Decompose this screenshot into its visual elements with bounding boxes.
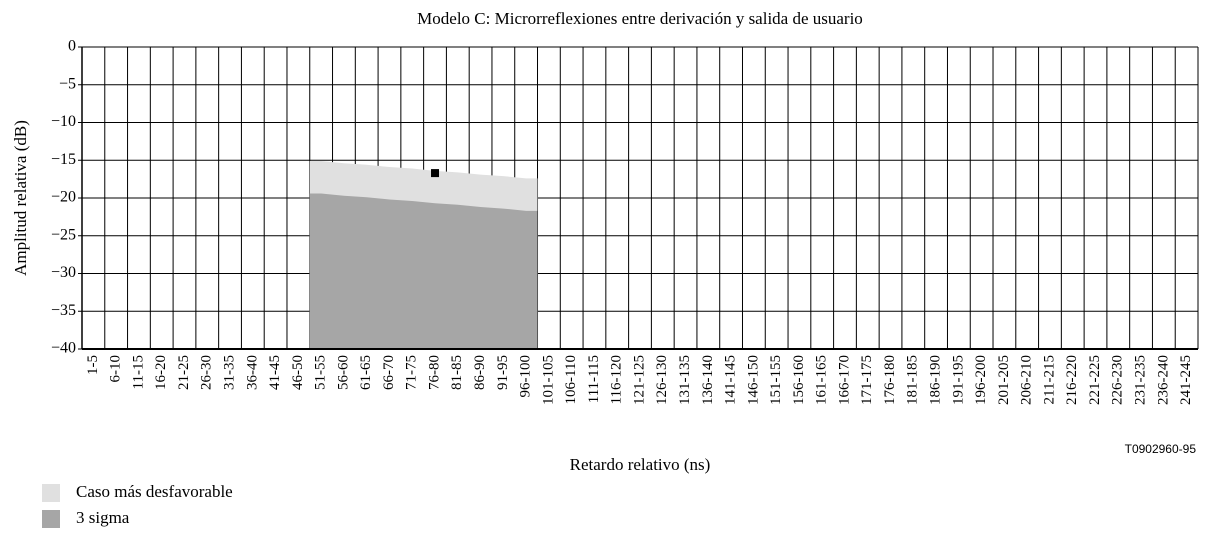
y-tick-label: −35	[51, 302, 76, 319]
legend-swatch	[42, 510, 60, 528]
y-tick-label: 0	[68, 38, 76, 55]
x-tick-label: 106-110	[563, 355, 579, 404]
x-tick-label: 41-45	[267, 355, 283, 390]
x-tick-label: 226-230	[1110, 355, 1126, 405]
x-tick-label: 186-190	[928, 355, 944, 405]
x-tick-label: 236-240	[1155, 355, 1171, 405]
x-tick-label: 201-205	[996, 355, 1012, 405]
x-tick-label: 81-85	[449, 355, 465, 390]
x-tick-label: 66-70	[381, 355, 397, 390]
x-axis-label: Retardo relativo (ns)	[570, 455, 711, 474]
x-tick-label: 136-140	[700, 355, 716, 405]
y-tick-label: −20	[51, 189, 76, 206]
x-tick-label: 31-35	[221, 355, 237, 390]
x-tick-label: 191-195	[950, 355, 966, 405]
x-tick-label: 151-155	[768, 355, 784, 405]
y-axis-label: Amplitud relativa (dB)	[11, 120, 30, 276]
x-tick-label: 206-210	[1019, 355, 1035, 405]
x-tick-label: 61-65	[358, 355, 374, 390]
x-tick-label: 181-185	[905, 355, 921, 405]
x-tick-label: 111-115	[586, 355, 602, 403]
x-tick-label: 216-220	[1064, 355, 1080, 405]
marker	[431, 169, 440, 178]
x-tick-label: 1-5	[85, 355, 101, 375]
x-tick-label: 141-145	[723, 355, 739, 405]
y-tick-label: −40	[51, 340, 76, 357]
legend-swatch	[42, 484, 60, 502]
x-tick-label: 86-90	[472, 355, 488, 390]
y-tick-label: −30	[51, 264, 76, 281]
x-tick-label: 11-15	[130, 355, 146, 389]
x-tick-label: 221-225	[1087, 355, 1103, 405]
y-tick-label: −15	[51, 151, 76, 168]
figure-code: T0902960-95	[1125, 442, 1197, 456]
x-tick-label: 131-135	[677, 355, 693, 405]
x-tick-label: 196-200	[973, 355, 989, 405]
x-tick-label: 21-25	[176, 355, 192, 390]
x-tick-label: 156-160	[791, 355, 807, 405]
x-tick-label: 211-215	[1041, 355, 1057, 404]
x-tick-label: 146-150	[745, 355, 761, 405]
x-tick-label: 121-125	[631, 355, 647, 405]
x-tick-label: 241-245	[1178, 355, 1194, 405]
x-tick-label: 51-55	[313, 355, 329, 390]
x-tick-label: 71-75	[404, 355, 420, 390]
y-tick-label: −10	[51, 113, 76, 130]
area	[309, 193, 538, 349]
x-tick-label: 166-170	[836, 355, 852, 405]
x-tick-label: 176-180	[882, 355, 898, 405]
legend-label: Caso más desfavorable	[76, 482, 233, 501]
x-tick-label: 56-60	[335, 355, 351, 390]
x-tick-label: 161-165	[814, 355, 830, 405]
x-tick-label: 91-95	[495, 355, 511, 390]
x-tick-label: 76-80	[426, 355, 442, 390]
x-tick-label: 46-50	[290, 355, 306, 390]
x-tick-label: 231-235	[1132, 355, 1148, 405]
x-tick-label: 36-40	[244, 355, 260, 390]
x-tick-label: 171-175	[859, 355, 875, 405]
x-tick-label: 101-105	[540, 355, 556, 405]
legend-label: 3 sigma	[76, 508, 130, 527]
x-tick-label: 16-20	[153, 355, 169, 390]
x-tick-label: 6-10	[108, 355, 124, 383]
x-tick-label: 116-120	[609, 355, 625, 404]
y-tick-label: −5	[59, 75, 76, 92]
y-tick-label: −25	[51, 226, 76, 243]
x-tick-label: 26-30	[199, 355, 215, 390]
x-tick-label: 126-130	[654, 355, 670, 405]
x-tick-label: 96-100	[518, 355, 534, 398]
chart-title: Modelo C: Microrreflexiones entre deriva…	[417, 9, 863, 28]
